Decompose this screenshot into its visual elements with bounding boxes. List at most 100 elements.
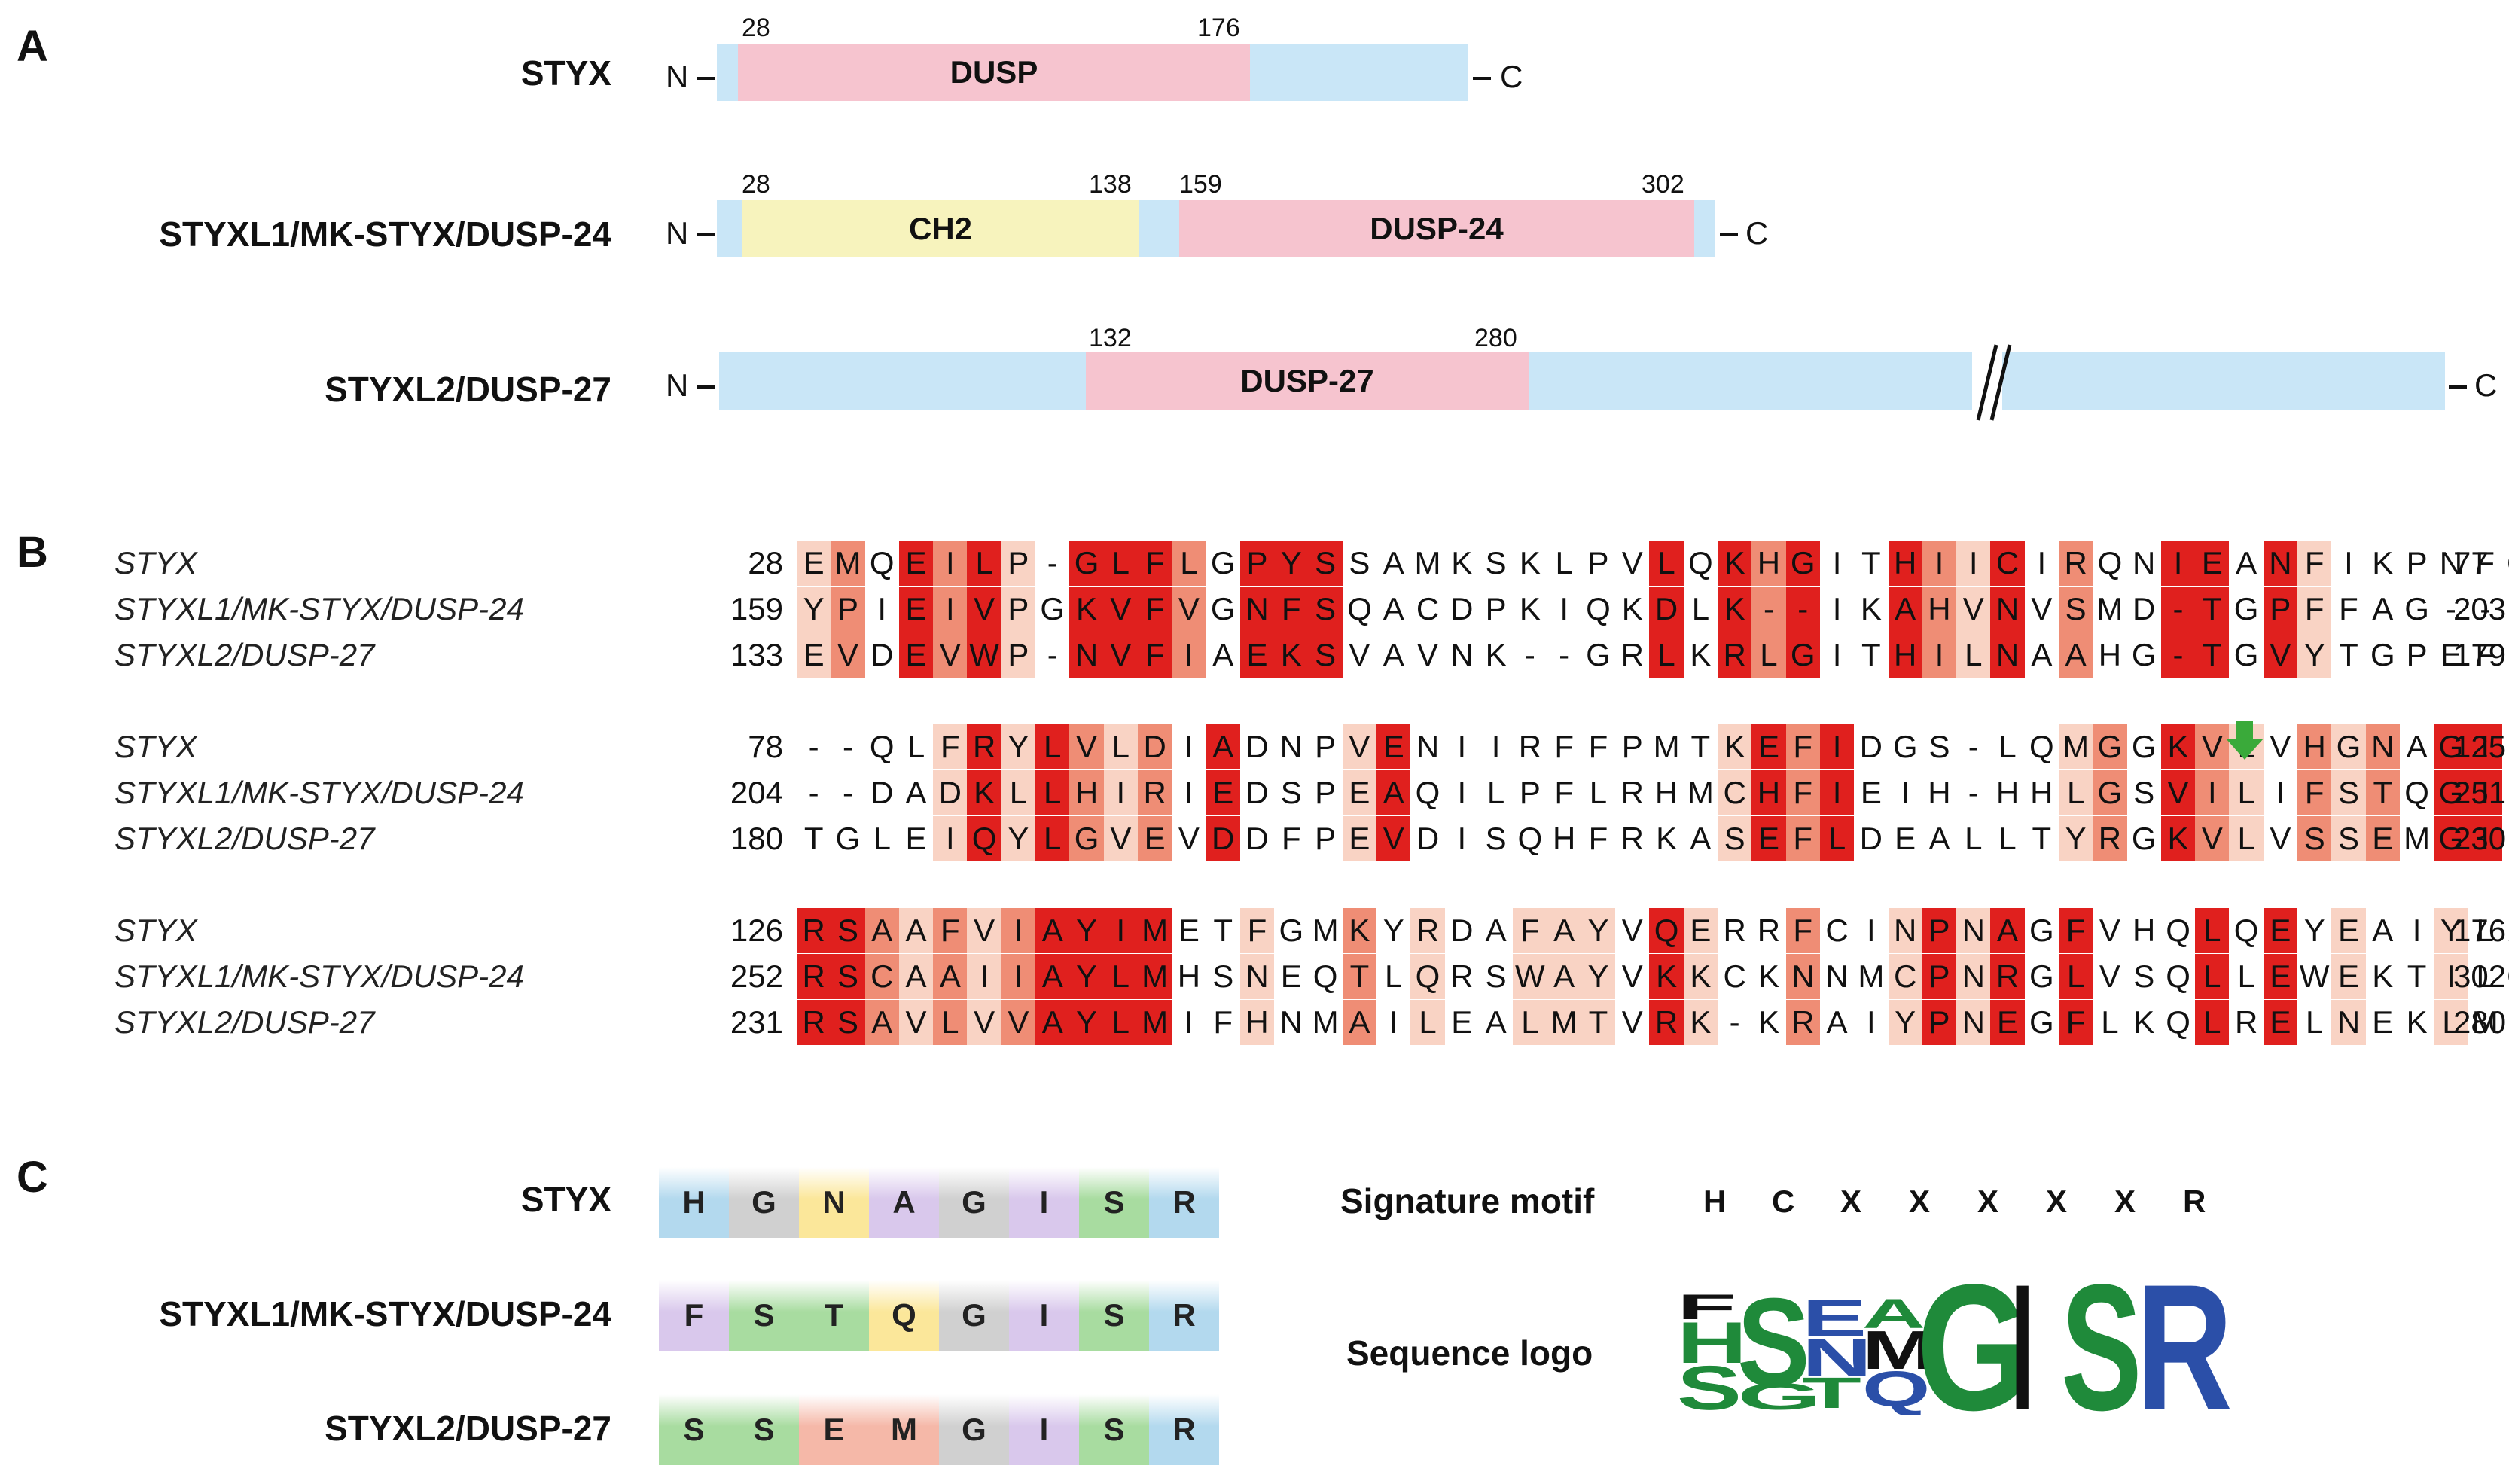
residue-cell: T — [1683, 724, 1718, 769]
residue-cell: E — [2195, 541, 2230, 586]
residue-cell: S — [1206, 954, 1240, 999]
residue-cell: Q — [2501, 541, 2509, 586]
residue-cell: L — [1649, 632, 1684, 678]
residue-cell: L — [1001, 770, 1036, 815]
domain-end: 302 — [1642, 170, 1684, 199]
residue-cell: M — [1547, 1000, 1581, 1045]
residue-cell: Q — [864, 541, 899, 586]
residue-cell: I — [1103, 770, 1138, 815]
residue-cell: E — [1751, 816, 1786, 861]
residue-cell: G — [2229, 587, 2264, 632]
residue-cell: R — [797, 908, 831, 953]
logo-letter: R — [2136, 1280, 2233, 1415]
residue-cell: M — [1137, 1000, 1172, 1045]
residue-cell: V — [1410, 632, 1445, 678]
residue-cell: A — [1990, 908, 2025, 953]
residue-cell: - — [2160, 632, 2196, 678]
residue-cell: V — [1172, 587, 1206, 632]
motif-residue: G — [939, 1167, 1009, 1238]
residue-cell: Y — [797, 587, 831, 632]
residue-cell: P — [1308, 724, 1343, 769]
residue-cell: V — [2093, 908, 2127, 953]
c-tick — [1720, 233, 1738, 236]
residue-cell: I — [1444, 724, 1479, 769]
residue-cell: R — [2058, 541, 2093, 586]
residue-cell: K — [1751, 954, 1786, 999]
residue-cell: F — [1581, 724, 1616, 769]
residue-cell: H — [1751, 770, 1786, 815]
signature-letter: R — [2183, 1184, 2206, 1219]
motif-name: STYX — [520, 1180, 611, 1219]
residue-cell: A — [1035, 908, 1070, 953]
residue-cell: E — [898, 816, 934, 861]
logo-letter: H — [1677, 1310, 1747, 1376]
residue-cell: S — [2058, 587, 2093, 632]
residue-cell: I — [1922, 541, 1957, 586]
residue-cell: L — [864, 816, 899, 861]
residue-cell: V — [2195, 816, 2230, 861]
residue-cell: Y — [1069, 908, 1104, 953]
residue-cell: V — [1615, 541, 1650, 586]
motif-residue: A — [869, 1167, 939, 1238]
residue-cell: - — [1513, 632, 1547, 678]
residue-cell: S — [831, 908, 865, 953]
residue-cell: H — [1990, 770, 2025, 815]
residue-cell: F — [2297, 541, 2332, 586]
residue-cell: E — [1444, 1000, 1479, 1045]
panel-c-label: C — [17, 1153, 48, 1202]
alignment-end-pos: 251 — [2453, 775, 2507, 810]
residue-cell: F — [2331, 587, 2366, 632]
residue-cell: I — [1922, 632, 1957, 678]
alignment-seq-name: STYXL2/DUSP-27 — [114, 821, 375, 856]
signature-letter: X — [1909, 1184, 1931, 1219]
residue-cell: Q — [2024, 724, 2059, 769]
domain-start: 159 — [1179, 170, 1222, 199]
residue-cell: - — [797, 770, 831, 815]
residue-cell: N — [1274, 1000, 1309, 1045]
residue-cell: F — [1513, 908, 1547, 953]
motif-residue: G — [729, 1167, 799, 1238]
residue-cell: I — [2160, 541, 2196, 586]
residue-cell: - — [2468, 587, 2502, 632]
residue-cell: A — [2399, 724, 2434, 769]
residue-cell: Q — [1410, 770, 1445, 815]
c-terminus: C — [1745, 215, 1769, 251]
residue-cell: D — [2126, 587, 2161, 632]
residue-cell: M — [2468, 1000, 2502, 1045]
residue-cell: Y — [1069, 1000, 1104, 1045]
residue-cell: L — [967, 541, 1001, 586]
residue-cell: K — [2365, 541, 2400, 586]
residue-cell: L — [2229, 954, 2264, 999]
alignment-end-pos: 280 — [2453, 1004, 2507, 1040]
residue-cell: S — [1308, 541, 1343, 586]
residue-cell: M — [2058, 724, 2093, 769]
residue-cell: K — [2160, 816, 2196, 861]
residue-cell: A — [1376, 541, 1411, 586]
residue-cell: A — [898, 954, 934, 999]
residue-cell: M — [2093, 587, 2127, 632]
residue-cell: K — [1478, 632, 1514, 678]
motif-residue: R — [1149, 1280, 1219, 1351]
residue-cell: L — [1103, 1000, 1138, 1045]
residue-cell: D — [1239, 770, 1275, 815]
residue-cell: I — [1172, 724, 1206, 769]
residue-cell: I — [1956, 541, 1991, 586]
residue-cell: N — [2126, 541, 2161, 586]
residue-cell: H — [1239, 1000, 1275, 1045]
panel-b-label: B — [17, 528, 48, 577]
residue-cell: L — [1819, 816, 1855, 861]
residue-cell: N — [1819, 954, 1855, 999]
residue-cell: L — [1103, 541, 1138, 586]
residue-cell: V — [933, 632, 968, 678]
residue-cell: E — [1206, 770, 1240, 815]
residue-cell: A — [1819, 1000, 1855, 1045]
ch2-domain: CH2 — [742, 200, 1139, 257]
motif-residue: N — [799, 1167, 869, 1238]
domain-end: 280 — [1474, 324, 1517, 352]
residue-cell: T — [2195, 587, 2230, 632]
residue-cell: K — [1513, 541, 1547, 586]
residue-cell: R — [1718, 632, 1752, 678]
residue-cell: E — [2365, 1000, 2400, 1045]
motif-residue: S — [729, 1394, 799, 1465]
